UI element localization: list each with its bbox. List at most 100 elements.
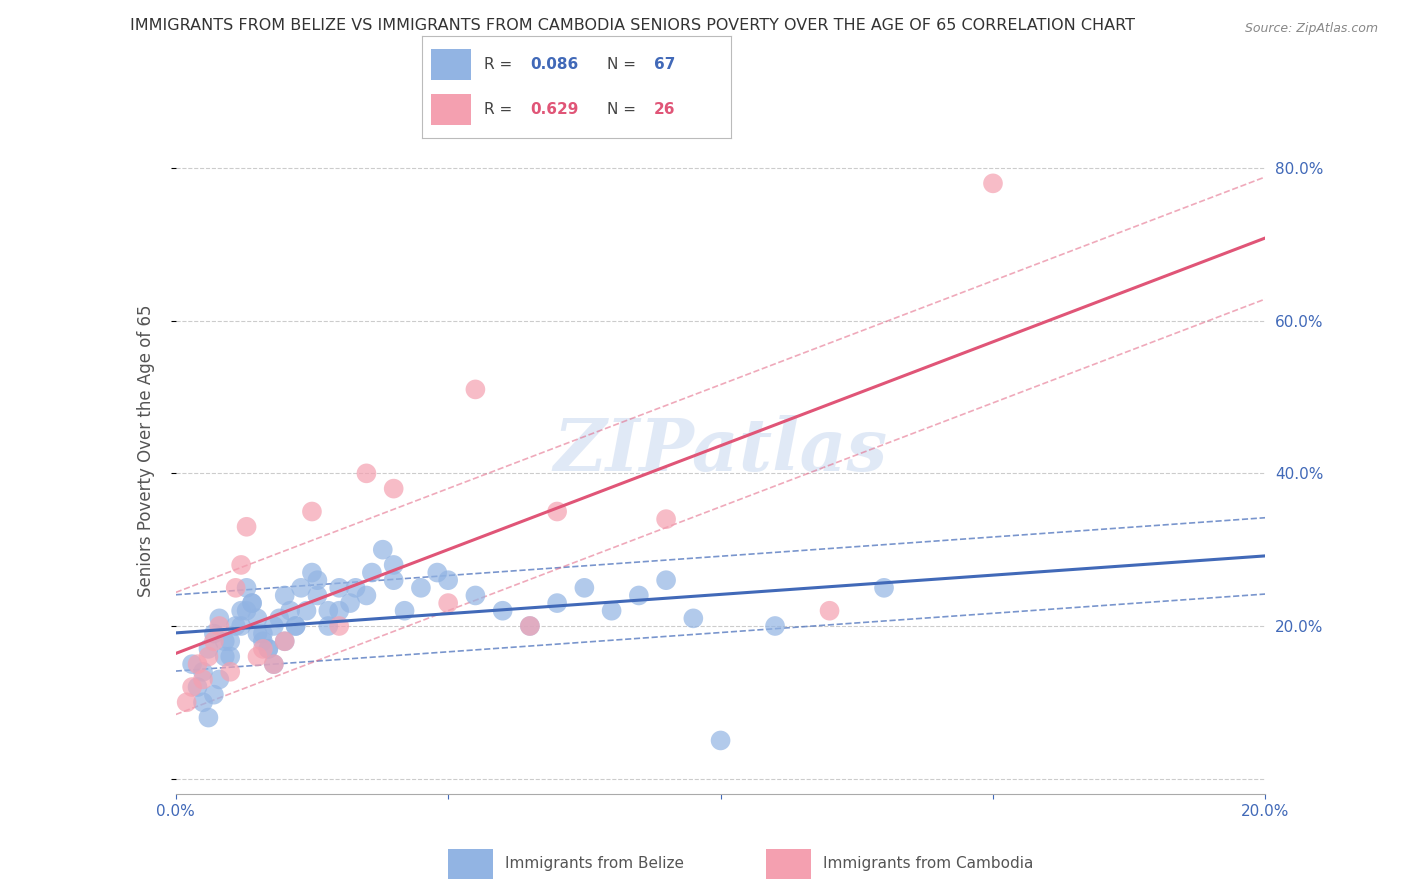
Point bbox=[231, 619, 253, 633]
Point bbox=[176, 695, 198, 709]
Point bbox=[219, 665, 242, 679]
Point bbox=[290, 581, 312, 595]
Point bbox=[219, 649, 242, 664]
Point bbox=[231, 604, 253, 618]
Point bbox=[202, 634, 225, 648]
Point bbox=[284, 619, 307, 633]
Text: IMMIGRANTS FROM BELIZE VS IMMIGRANTS FROM CAMBODIA SENIORS POVERTY OVER THE AGE : IMMIGRANTS FROM BELIZE VS IMMIGRANTS FRO… bbox=[131, 18, 1135, 33]
FancyBboxPatch shape bbox=[766, 849, 811, 879]
Point bbox=[252, 641, 274, 656]
Text: Immigrants from Belize: Immigrants from Belize bbox=[505, 855, 685, 871]
Text: N =: N = bbox=[607, 57, 641, 72]
Point bbox=[252, 634, 274, 648]
Point bbox=[219, 634, 242, 648]
Point bbox=[318, 604, 340, 618]
Point bbox=[252, 626, 274, 640]
Point bbox=[519, 619, 541, 633]
Point bbox=[655, 573, 678, 587]
Point bbox=[356, 589, 378, 603]
Text: Immigrants from Cambodia: Immigrants from Cambodia bbox=[823, 855, 1033, 871]
Text: Source: ZipAtlas.com: Source: ZipAtlas.com bbox=[1244, 22, 1378, 36]
Point bbox=[235, 581, 257, 595]
Point bbox=[301, 504, 323, 518]
Point bbox=[202, 688, 225, 702]
Text: 26: 26 bbox=[654, 102, 675, 117]
Point bbox=[214, 634, 236, 648]
Point bbox=[246, 626, 269, 640]
Point bbox=[214, 649, 236, 664]
Point bbox=[307, 573, 329, 587]
Point bbox=[246, 611, 269, 625]
Point bbox=[344, 581, 367, 595]
Point bbox=[295, 604, 318, 618]
Point bbox=[382, 573, 405, 587]
Point bbox=[246, 649, 269, 664]
Point bbox=[186, 680, 209, 694]
Point bbox=[197, 641, 219, 656]
Point bbox=[274, 634, 297, 648]
Point bbox=[181, 657, 204, 672]
Point bbox=[263, 619, 285, 633]
Point bbox=[208, 619, 231, 633]
Point bbox=[274, 589, 297, 603]
Point bbox=[208, 673, 231, 687]
Y-axis label: Seniors Poverty Over the Age of 65: Seniors Poverty Over the Age of 65 bbox=[136, 304, 155, 597]
Text: N =: N = bbox=[607, 102, 641, 117]
Point bbox=[546, 504, 568, 518]
Point bbox=[437, 596, 460, 610]
Point bbox=[231, 558, 253, 572]
Point bbox=[186, 657, 209, 672]
Point bbox=[328, 581, 350, 595]
FancyBboxPatch shape bbox=[449, 849, 494, 879]
FancyBboxPatch shape bbox=[432, 95, 471, 125]
Point bbox=[225, 619, 247, 633]
Text: 0.629: 0.629 bbox=[530, 102, 578, 117]
Text: ZIPatlas: ZIPatlas bbox=[554, 415, 887, 486]
Point bbox=[307, 589, 329, 603]
Point bbox=[240, 596, 263, 610]
Point bbox=[191, 665, 214, 679]
Point bbox=[981, 177, 1004, 191]
Point bbox=[339, 596, 361, 610]
Point bbox=[225, 581, 247, 595]
Point bbox=[269, 611, 291, 625]
Point bbox=[197, 710, 219, 724]
Point bbox=[371, 542, 394, 557]
Point bbox=[360, 566, 382, 580]
Point bbox=[257, 641, 280, 656]
Point bbox=[382, 482, 405, 496]
Point bbox=[464, 589, 486, 603]
Point bbox=[274, 634, 297, 648]
Point bbox=[437, 573, 460, 587]
Point bbox=[710, 733, 733, 747]
Point bbox=[240, 596, 263, 610]
Point bbox=[301, 566, 323, 580]
Point bbox=[519, 619, 541, 633]
Point bbox=[191, 695, 214, 709]
Text: R =: R = bbox=[484, 57, 517, 72]
Point bbox=[257, 641, 280, 656]
Point bbox=[328, 619, 350, 633]
Point bbox=[235, 520, 257, 534]
Point bbox=[409, 581, 432, 595]
Point bbox=[426, 566, 449, 580]
Point bbox=[284, 619, 307, 633]
Point bbox=[208, 611, 231, 625]
Text: 67: 67 bbox=[654, 57, 675, 72]
Point bbox=[235, 604, 257, 618]
Point bbox=[627, 589, 650, 603]
Point bbox=[394, 604, 416, 618]
Point bbox=[263, 657, 285, 672]
Point bbox=[763, 619, 786, 633]
Point bbox=[682, 611, 704, 625]
Point bbox=[818, 604, 841, 618]
Point bbox=[464, 383, 486, 397]
Point bbox=[574, 581, 596, 595]
Point bbox=[197, 649, 219, 664]
Point bbox=[328, 604, 350, 618]
Point bbox=[263, 657, 285, 672]
Point bbox=[356, 467, 378, 481]
FancyBboxPatch shape bbox=[432, 49, 471, 79]
Point bbox=[546, 596, 568, 610]
Point bbox=[202, 626, 225, 640]
